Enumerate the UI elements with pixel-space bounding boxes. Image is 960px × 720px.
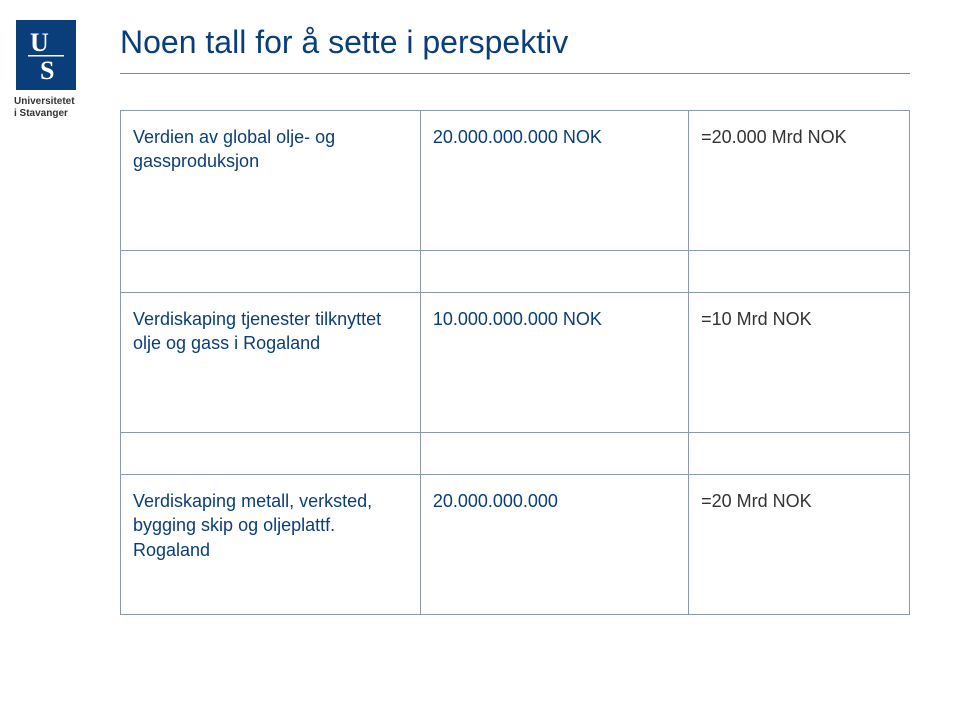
slide-content: Noen tall for å sette i perspektiv Verdi… bbox=[120, 24, 930, 694]
table-spacer-row bbox=[121, 251, 910, 293]
row-value: 10.000.000.000 NOK bbox=[420, 293, 688, 433]
table-row: Verdiskaping metall, verksted, bygging s… bbox=[121, 475, 910, 615]
university-logo: U S bbox=[16, 20, 76, 90]
university-name-line2: i Stavanger bbox=[14, 108, 68, 119]
row-value: 20.000.000.000 NOK bbox=[420, 111, 688, 251]
row-equivalent: =20 Mrd NOK bbox=[689, 475, 910, 615]
row-label: Verdiskaping metall, verksted, bygging s… bbox=[121, 475, 421, 615]
svg-text:S: S bbox=[40, 56, 54, 83]
logo-us-icon: U S bbox=[24, 27, 68, 83]
row-label: Verdien av global olje- og gassproduksjo… bbox=[121, 111, 421, 251]
table-row: Verdiskaping tjenester tilknyttet olje o… bbox=[121, 293, 910, 433]
table-spacer-row bbox=[121, 433, 910, 475]
svg-text:U: U bbox=[30, 28, 49, 57]
row-value: 20.000.000.000 bbox=[420, 475, 688, 615]
sidebar: U S Universitetet i Stavanger bbox=[0, 0, 100, 720]
table-row: Verdien av global olje- og gassproduksjo… bbox=[121, 111, 910, 251]
row-equivalent: =10 Mrd NOK bbox=[689, 293, 910, 433]
university-name-line1: Universitetet bbox=[14, 96, 75, 107]
perspective-table: Verdien av global olje- og gassproduksjo… bbox=[120, 110, 910, 615]
row-equivalent: =20.000 Mrd NOK bbox=[689, 111, 910, 251]
title-underline bbox=[120, 73, 910, 74]
row-label: Verdiskaping tjenester tilknyttet olje o… bbox=[121, 293, 421, 433]
university-name: Universitetet i Stavanger bbox=[14, 96, 75, 120]
page-title: Noen tall for å sette i perspektiv bbox=[120, 24, 930, 73]
